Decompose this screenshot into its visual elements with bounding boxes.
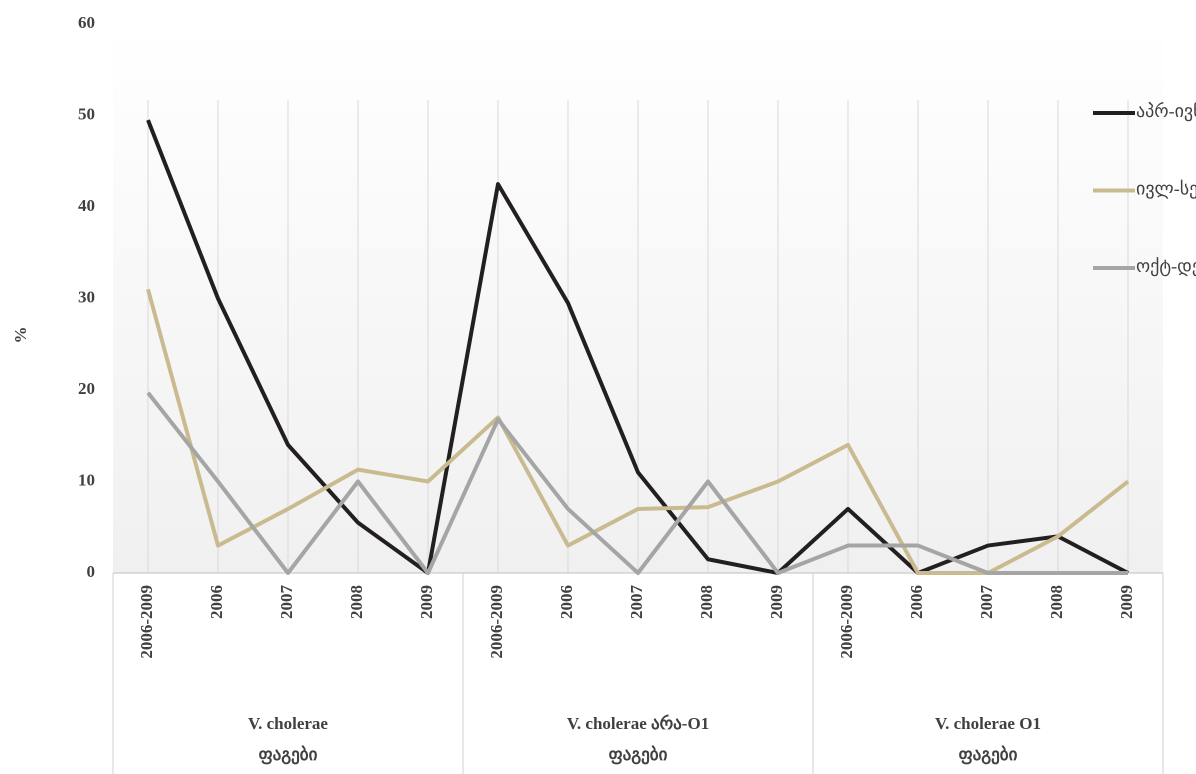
x-tick-label: 2007 [977, 585, 996, 620]
x-tick-label: 2006-2009 [837, 585, 856, 659]
x-tick-label: 2006 [907, 585, 926, 619]
x-tick-label: 2006 [557, 585, 576, 619]
group-label: ფაგები [609, 745, 668, 765]
series-line [146, 288, 1130, 575]
legend-label: ივლ-სექტ [1136, 179, 1196, 200]
y-tick-label: 20 [78, 379, 95, 398]
x-tick-label: 2009 [1117, 585, 1136, 619]
x-tick-label: 2008 [347, 585, 366, 619]
series-line [146, 119, 1129, 575]
group-label: V. cholerae O1 [935, 714, 1041, 733]
x-tick-label: 2009 [767, 585, 786, 619]
y-tick-label: 60 [78, 13, 95, 32]
x-tick-label: 2009 [417, 585, 436, 619]
x-tick-label: 2006-2009 [487, 585, 506, 659]
y-tick-label: 10 [78, 470, 95, 489]
series-line [146, 391, 1128, 575]
y-axis-label: % [11, 327, 30, 344]
group-label: V. cholerae [248, 714, 328, 733]
group-label: V. cholerae არა-O1 [567, 714, 709, 733]
y-tick-label: 0 [87, 562, 96, 581]
x-tick-label: 2006-2009 [137, 585, 156, 659]
y-tick-label: 40 [78, 196, 95, 215]
x-tick-label: 2008 [1047, 585, 1066, 619]
x-tick-label: 2008 [697, 585, 716, 619]
y-tick-label: 50 [78, 104, 95, 123]
x-tick-label: 2007 [277, 585, 296, 620]
legend-label: ოქტ-დეკ [1136, 256, 1196, 277]
group-label: ფაგები [259, 745, 318, 765]
x-tick-label: 2007 [627, 585, 646, 620]
y-tick-label: 30 [78, 287, 95, 306]
group-label: ფაგები [959, 745, 1018, 765]
x-tick-label: 2006 [207, 585, 226, 619]
legend-label: აპრ-ივნ [1136, 101, 1196, 122]
